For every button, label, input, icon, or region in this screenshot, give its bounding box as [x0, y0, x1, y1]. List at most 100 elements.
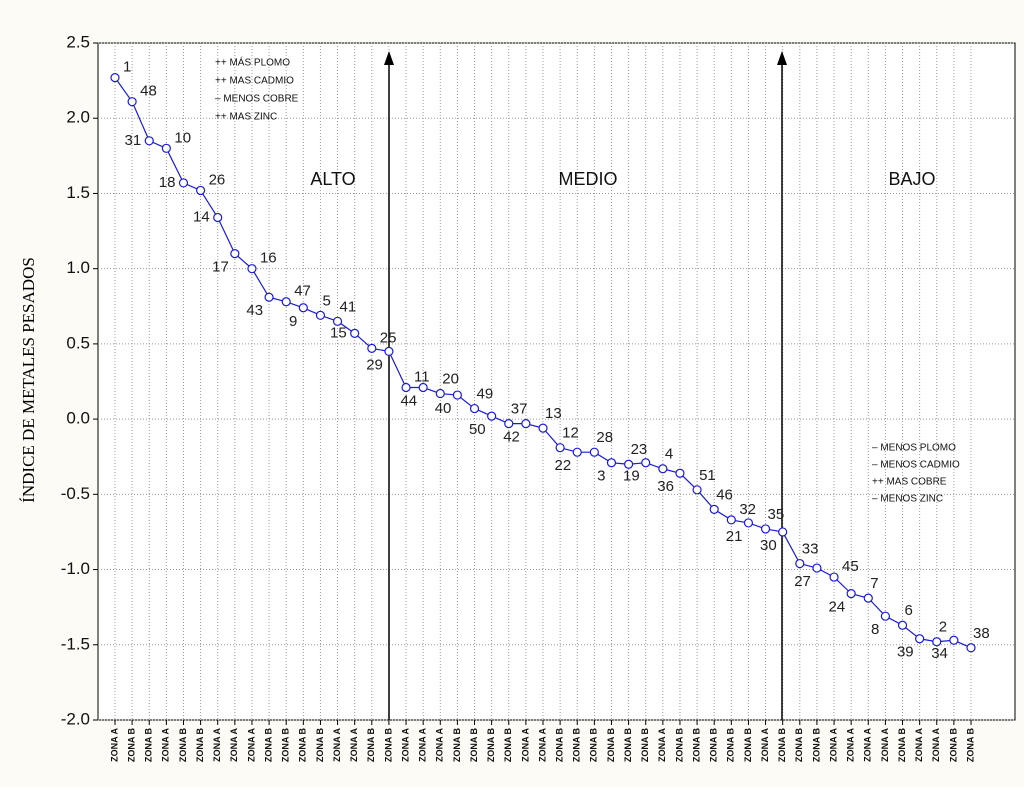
data-point — [897, 620, 908, 630]
data-point — [932, 637, 942, 647]
x-tick-label: ZONA A — [914, 728, 924, 762]
data-point — [452, 390, 462, 400]
x-tick-label: ZONA B — [366, 728, 376, 763]
point-label: 34 — [931, 645, 948, 662]
x-tick-label: ZONA B — [606, 728, 616, 763]
x-tick-label: ZONA A — [520, 728, 530, 762]
point-label: 5 — [322, 292, 330, 309]
x-tick-label: ZONA B — [281, 728, 291, 763]
point-label: 43 — [246, 302, 263, 319]
x-tick-label: ZONA B — [486, 728, 496, 763]
note: – MENOS COBRE — [215, 94, 299, 105]
x-tick-label: ZONA A — [418, 728, 428, 762]
point-label: 30 — [760, 537, 777, 554]
x-tick-label: ZONA B — [315, 728, 325, 763]
arrow-head — [384, 51, 394, 65]
point-label: 22 — [555, 457, 572, 474]
point-label: 26 — [209, 171, 226, 188]
point-label: 17 — [212, 259, 229, 276]
data-point — [675, 468, 685, 478]
x-tick-label: ZONA B — [640, 728, 650, 763]
data-point — [606, 458, 617, 468]
y-tick-label: -2.0 — [61, 709, 90, 728]
data-point — [743, 518, 754, 528]
data-point — [589, 447, 599, 457]
point-label: 40 — [435, 400, 452, 417]
x-tick-label: ZONA B — [503, 728, 513, 763]
y-tick-label: -0.5 — [61, 484, 90, 503]
data-point — [298, 303, 308, 313]
point-label: 21 — [726, 528, 743, 545]
x-tick-label: ZONA B — [897, 728, 907, 763]
data-point — [487, 411, 497, 421]
data-point — [161, 143, 171, 153]
y-tick-label: 0.5 — [66, 333, 90, 352]
x-tick-label: ZONA B — [674, 728, 684, 763]
point-label: 50 — [469, 421, 486, 438]
x-tick-label: ZONA B — [298, 728, 308, 763]
data-point — [538, 423, 548, 433]
point-label: 19 — [623, 468, 640, 485]
data-point — [966, 643, 976, 653]
point-label: 8 — [871, 621, 879, 638]
point-label: 27 — [794, 573, 811, 590]
point-label: 9 — [289, 313, 297, 330]
note: ++ MÁS PLOMO — [215, 56, 290, 69]
x-tick-label: ZONA B — [554, 728, 564, 763]
data-point — [623, 459, 634, 469]
zone-label: ALTO — [310, 169, 355, 189]
point-label: 38 — [973, 625, 990, 642]
x-tick-label: ZONA B — [965, 728, 975, 763]
point-label: 28 — [596, 429, 613, 446]
x-tick-label: ZONA A — [863, 728, 873, 762]
note: – MENOS ZINC — [872, 494, 943, 505]
x-tick-label: ZONA A — [435, 728, 445, 762]
x-tick-label: ZONA B — [794, 728, 804, 763]
point-label: 37 — [511, 401, 528, 418]
x-tick-label: ZONA A — [161, 728, 171, 762]
note: ++ MAS CADMIO — [215, 76, 294, 87]
data-point — [213, 212, 223, 223]
point-label: 24 — [828, 599, 845, 616]
data-point — [127, 97, 137, 107]
note: ++ MAS ZINC — [215, 112, 277, 123]
point-label: 6 — [905, 602, 913, 619]
point-label: 44 — [400, 392, 417, 409]
point-label: 45 — [842, 558, 859, 575]
y-tick-label: 0.0 — [66, 409, 90, 428]
data-point — [504, 419, 514, 429]
y-tick-label: -1.0 — [61, 559, 90, 578]
plot-area — [97, 42, 1016, 721]
point-label: 10 — [174, 129, 191, 146]
data-point — [692, 485, 702, 495]
point-label: 32 — [739, 501, 756, 518]
zone-label: BAJO — [888, 169, 935, 189]
x-tick-label: ZONA B — [452, 728, 462, 763]
point-label: 31 — [125, 132, 142, 149]
x-tick-label: ZONA B — [383, 728, 393, 763]
data-point — [247, 264, 257, 274]
data-point — [709, 504, 719, 514]
data-point — [846, 589, 856, 599]
data-point — [264, 292, 274, 302]
point-label: 20 — [442, 371, 459, 388]
point-label: 46 — [716, 486, 733, 503]
point-label: 3 — [597, 468, 605, 485]
x-tick-label: ZONA B — [263, 728, 273, 763]
point-label: 18 — [159, 174, 176, 191]
point-label: 12 — [562, 425, 579, 442]
note: – MENOS PLOMO — [872, 443, 956, 454]
data-point — [367, 343, 377, 354]
y-tick-label: -1.5 — [61, 634, 90, 653]
note: – MENOS CADMIO — [872, 460, 960, 471]
x-tick-label: ZONA B — [726, 728, 736, 763]
point-label: 16 — [260, 250, 277, 267]
data-point — [726, 515, 736, 525]
point-label: 7 — [870, 575, 878, 592]
point-label: 4 — [665, 446, 673, 463]
data-point — [641, 458, 651, 468]
x-tick-label: ZONA A — [212, 728, 222, 762]
x-tick-label: ZONA B — [126, 728, 136, 763]
data-point — [658, 464, 668, 474]
